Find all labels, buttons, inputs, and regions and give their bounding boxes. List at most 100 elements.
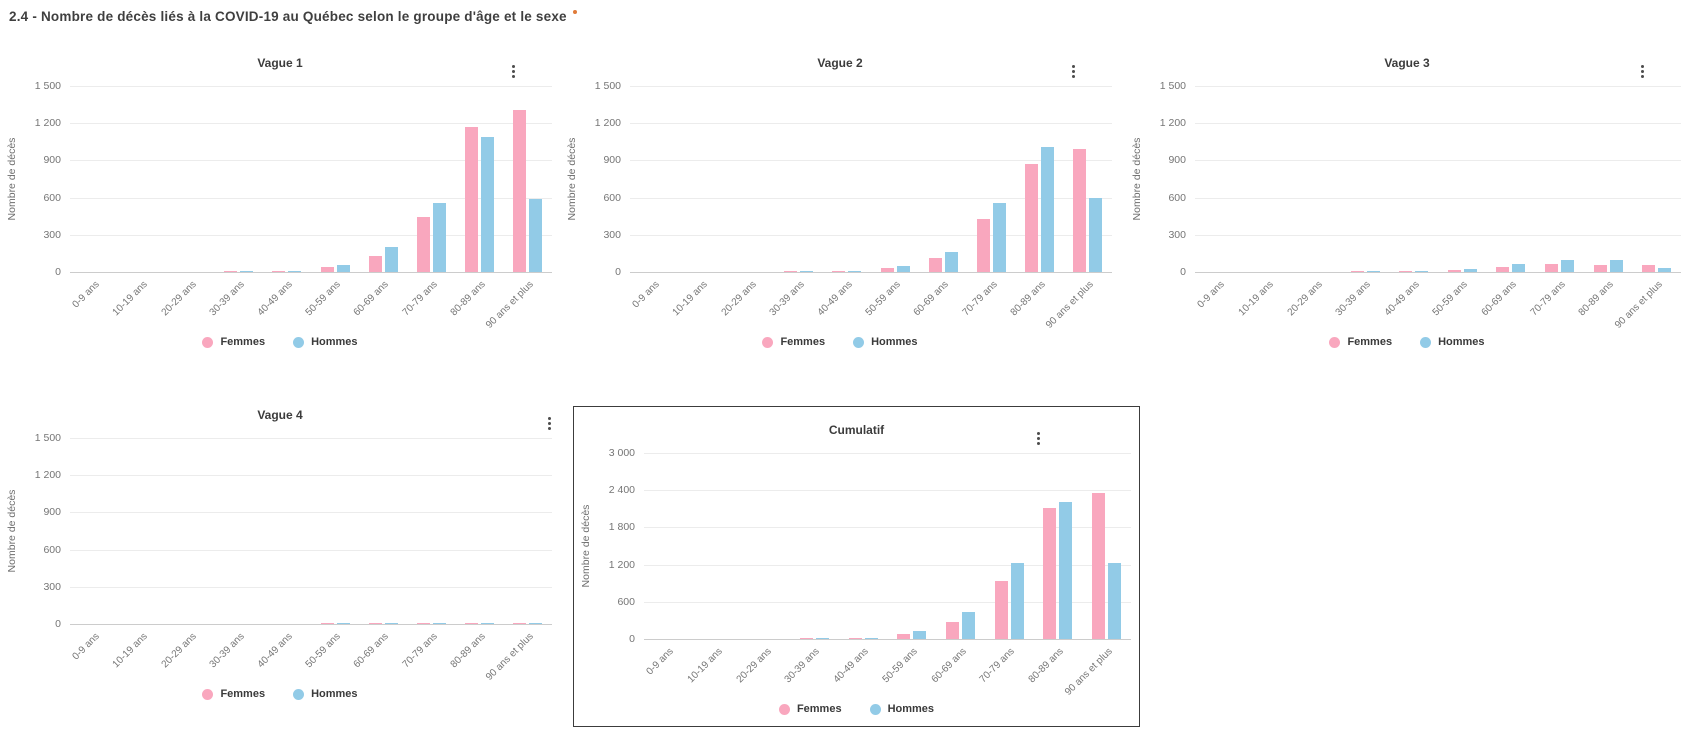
y-tick-label: 300 [43, 228, 61, 241]
bar-femmes[interactable] [416, 623, 430, 624]
kebab-menu-icon[interactable] [545, 414, 554, 433]
bar-femmes[interactable] [848, 637, 862, 639]
bar-group [1034, 453, 1083, 639]
chart-panel-cumulatif[interactable]: Cumulatif Nombre de décès 3 000 2 400 1 80… [573, 406, 1140, 727]
gridline [70, 549, 552, 551]
bar-hommes[interactable] [913, 631, 927, 639]
bar-hommes[interactable] [240, 271, 254, 272]
bar-femmes[interactable] [1496, 267, 1510, 272]
bar-group [1487, 86, 1536, 272]
bar-hommes[interactable] [1366, 271, 1380, 272]
bar-hommes[interactable] [1010, 563, 1024, 639]
bar-femmes[interactable] [1350, 271, 1364, 272]
x-tick-label: 70-79 ans [400, 279, 440, 319]
bar-femmes[interactable] [1593, 264, 1607, 272]
bar-hommes[interactable] [815, 638, 829, 639]
bar-hommes[interactable] [1108, 563, 1122, 639]
bar-hommes[interactable] [529, 623, 543, 624]
bar-hommes[interactable] [944, 251, 958, 272]
bar-hommes[interactable] [848, 271, 862, 272]
bar-femmes[interactable] [513, 623, 527, 624]
legend-item-femmes[interactable]: Femmes [1329, 336, 1392, 348]
legend-item-femmes[interactable]: Femmes [762, 336, 825, 348]
bar-hommes[interactable] [384, 623, 398, 624]
bar-femmes[interactable] [368, 623, 382, 624]
bar-femmes[interactable] [513, 109, 527, 272]
legend-item-femmes[interactable]: Femmes [202, 688, 265, 700]
bar-femmes[interactable] [272, 271, 286, 272]
bar-hommes[interactable] [432, 202, 446, 272]
bar-femmes[interactable] [368, 255, 382, 272]
bar-femmes[interactable] [320, 267, 334, 272]
bar-femmes[interactable] [1073, 149, 1087, 272]
bar-femmes[interactable] [416, 217, 430, 272]
bar-hommes[interactable] [336, 623, 350, 624]
bar-femmes[interactable] [1025, 163, 1039, 272]
bar-femmes[interactable] [224, 271, 238, 272]
bar-femmes[interactable] [1642, 265, 1656, 272]
bar-hommes[interactable] [1463, 268, 1477, 272]
bar-femmes[interactable] [1447, 270, 1461, 272]
legend-label: Hommes [1438, 336, 1485, 348]
legend-item-hommes[interactable]: Hommes [869, 703, 934, 715]
bar-group [118, 86, 166, 272]
bar-hommes[interactable] [800, 271, 814, 272]
legend-item-hommes[interactable]: Hommes [1420, 336, 1485, 348]
bar-femmes[interactable] [928, 258, 942, 272]
bar-femmes[interactable] [1399, 271, 1413, 272]
bar-femmes[interactable] [465, 623, 479, 624]
kebab-menu-icon[interactable] [1638, 62, 1647, 81]
gridline [644, 453, 1131, 454]
bar-femmes[interactable] [880, 268, 894, 272]
bar-hommes[interactable] [864, 637, 878, 639]
bar-femmes[interactable] [1092, 492, 1106, 639]
bar-hommes[interactable] [481, 136, 495, 272]
bar-femmes[interactable] [799, 638, 813, 639]
bar-femmes[interactable] [320, 623, 334, 624]
bar-femmes[interactable] [1043, 508, 1057, 639]
bar-hommes[interactable] [1089, 198, 1103, 272]
bar-femmes[interactable] [976, 219, 990, 272]
bar-hommes[interactable] [336, 265, 350, 272]
bar-hommes[interactable] [1609, 260, 1623, 272]
x-tick-label: 80-89 ans [1026, 646, 1066, 686]
bar-hommes[interactable] [288, 270, 302, 272]
bar-hommes[interactable] [1415, 271, 1429, 272]
bar-group [407, 438, 455, 624]
x-tick-label: 60-69 ans [351, 279, 392, 319]
bar-hommes[interactable] [1512, 263, 1526, 272]
bar-femmes[interactable] [897, 633, 911, 639]
bar-hommes[interactable] [432, 623, 446, 624]
legend-item-hommes[interactable]: Hommes [293, 336, 358, 348]
legend-item-hommes[interactable]: Hommes [293, 688, 358, 700]
bar-hommes[interactable] [896, 266, 910, 272]
bar-hommes[interactable] [992, 203, 1006, 272]
bar-group [504, 86, 552, 272]
kebab-menu-icon[interactable] [1034, 429, 1043, 448]
bar-group [1389, 86, 1438, 272]
bar-group [215, 86, 263, 272]
legend-marker [293, 336, 305, 348]
bar-group [456, 86, 504, 272]
bar-hommes[interactable] [1059, 502, 1073, 639]
bar-femmes[interactable] [1544, 263, 1558, 272]
kebab-menu-icon[interactable] [1069, 62, 1078, 81]
bar-femmes[interactable] [784, 271, 798, 272]
bar-femmes[interactable] [832, 270, 846, 272]
legend-item-femmes[interactable]: Femmes [778, 703, 842, 715]
kebab-menu-icon[interactable] [509, 62, 518, 81]
bar-hommes[interactable] [1658, 267, 1672, 272]
bar-femmes[interactable] [946, 621, 960, 639]
legend-item-hommes[interactable]: Hommes [853, 336, 918, 348]
bar-hommes[interactable] [481, 622, 495, 624]
legend-item-femmes[interactable]: Femmes [202, 336, 265, 348]
bar-hommes[interactable] [1041, 146, 1055, 272]
chart-panel-vague-4: Vague 4 Nombre de décès 1 500 1 200 900 600… [0, 392, 560, 712]
bar-hommes[interactable] [1560, 259, 1574, 272]
y-tick-label: 600 [43, 191, 61, 204]
bar-hommes[interactable] [962, 611, 976, 639]
bar-hommes[interactable] [384, 246, 398, 272]
bar-femmes[interactable] [465, 126, 479, 272]
bar-hommes[interactable] [529, 198, 543, 272]
bar-femmes[interactable] [994, 581, 1008, 639]
